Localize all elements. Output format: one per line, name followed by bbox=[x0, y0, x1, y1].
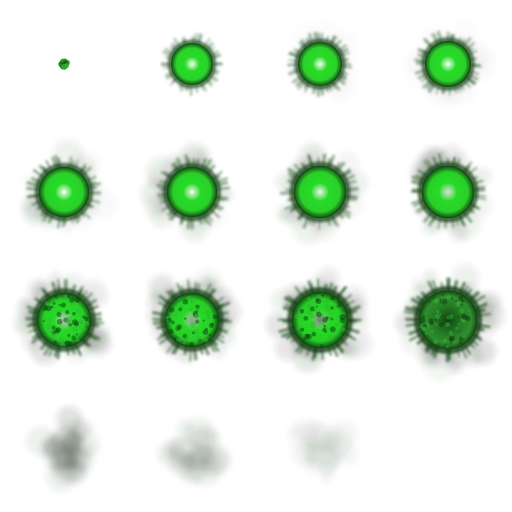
ember-texture bbox=[165, 295, 219, 348]
explosion-frame-graphic bbox=[26, 406, 100, 492]
ember-texture bbox=[42, 294, 90, 347]
explosion-frame-graphic bbox=[274, 142, 369, 245]
smoke-cloud bbox=[156, 416, 232, 487]
sprite-frame bbox=[0, 128, 128, 256]
glow-core bbox=[293, 165, 347, 219]
sprite-frame bbox=[128, 0, 256, 128]
explosion-frame-graphic bbox=[395, 264, 506, 382]
explosion-frame-graphic bbox=[156, 416, 232, 487]
ember-texture bbox=[294, 294, 346, 348]
sprite-frame bbox=[384, 256, 512, 384]
smoke-cloud bbox=[298, 421, 353, 468]
explosion-frame-graphic bbox=[298, 421, 353, 468]
sprite-frame bbox=[256, 384, 384, 512]
explosion-frame-graphic bbox=[14, 272, 112, 365]
sprite-frame bbox=[384, 384, 512, 512]
sprite-frame bbox=[256, 256, 384, 384]
sprite-frame bbox=[128, 256, 256, 384]
sprite-frame bbox=[128, 128, 256, 256]
glow-core bbox=[166, 166, 218, 218]
explosion-frame-graphic bbox=[160, 32, 223, 96]
ember-texture bbox=[419, 293, 471, 348]
explosion-frame-graphic bbox=[22, 139, 102, 229]
sprite-frame bbox=[0, 384, 128, 512]
explosion-frame-graphic bbox=[57, 58, 71, 70]
sprite-frame bbox=[384, 128, 512, 256]
explosion-frame-graphic bbox=[410, 144, 493, 242]
smoke-cloud bbox=[26, 406, 100, 492]
glow-core bbox=[171, 43, 213, 85]
sprite-frame bbox=[256, 128, 384, 256]
glow-core bbox=[38, 166, 90, 218]
glow-core bbox=[421, 165, 475, 219]
ember-texture bbox=[57, 58, 71, 70]
explosion-frame-graphic bbox=[414, 30, 482, 96]
explosion-frame-graphic bbox=[287, 31, 352, 97]
explosion-frame-graphic bbox=[147, 268, 241, 365]
glow-core bbox=[297, 41, 343, 87]
sprite-frame bbox=[384, 0, 512, 128]
sprite-frame bbox=[256, 0, 384, 128]
sprite-frame bbox=[0, 256, 128, 384]
explosion-frame-graphic bbox=[140, 141, 234, 242]
glow-core bbox=[424, 40, 472, 88]
explosion-frame-graphic bbox=[266, 267, 372, 374]
sprite-frame bbox=[0, 0, 128, 128]
sprite-frame bbox=[128, 384, 256, 512]
